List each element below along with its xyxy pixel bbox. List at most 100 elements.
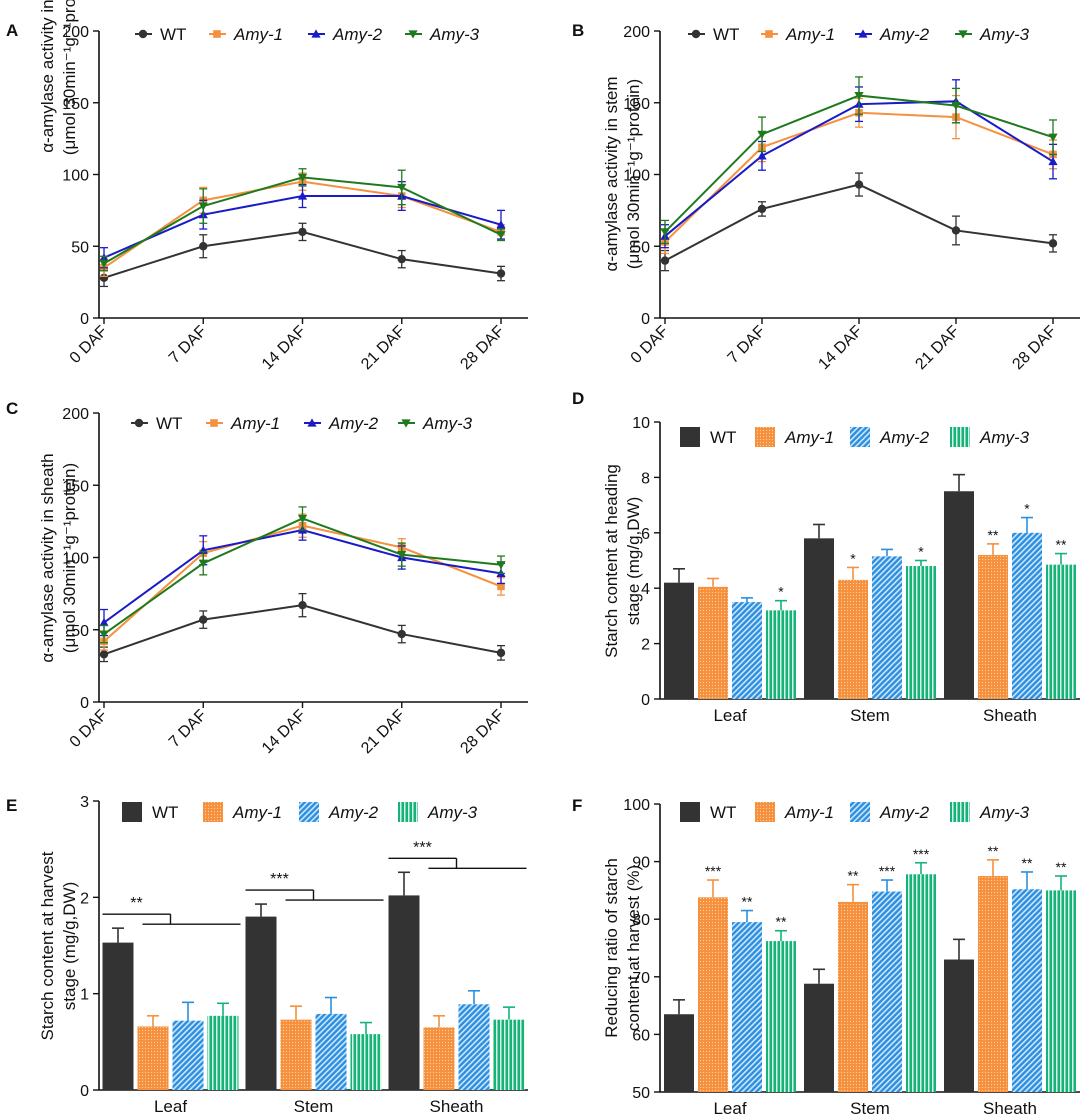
data-point [198,559,208,568]
panel-letter: A [6,21,18,40]
y-axis-label: α-amylase activity in sheath (μmol 30min⁻… [38,453,79,662]
x-tick-label: 7 DAF [725,323,769,367]
x-tick-label: Leaf [713,706,746,725]
panel-letter: D [572,389,584,408]
series-line [103,524,502,643]
data-point [99,273,109,283]
y-tick-label: 0 [80,1083,89,1100]
significance-label: ** [848,868,859,884]
significance-label: * [778,584,784,600]
bar [315,1013,347,1090]
legend-marker [408,30,418,39]
significance-label: ** [988,527,999,543]
x-tick-label: 0 DAF [628,323,672,367]
bar [350,1034,382,1090]
legend-swatch [203,802,223,822]
significance-label: ** [1056,859,1067,875]
panel-f: F 50 60 70 80 90 100 Reducing ratio of starch co… [572,796,1080,1115]
legend-swatch [850,427,870,447]
significance-label: ** [988,843,999,859]
y-tick-label: 60 [632,1027,650,1044]
bar [102,942,134,1090]
legend-swatch [950,427,970,447]
bracket-label: *** [270,871,289,888]
x-tick-label: 14 DAF [815,323,866,374]
legend-label: WT [156,414,182,433]
legend-marker [134,418,144,428]
legend-label: Amy-2 [328,414,379,433]
bar [1012,532,1042,699]
y-axis-label: α-amylase activity in stem (μmol 30min⁻¹g… [602,77,643,272]
legend-marker [213,30,221,38]
data-point [297,191,308,200]
bar [137,1026,169,1090]
y-axis-label-line1: α-amylase activity in sheath [38,453,57,662]
legend-marker [691,29,701,39]
y-tick-label: 90 [632,855,650,872]
data-point [397,254,406,264]
data-point [1048,156,1058,166]
series-amy-3: ** ** [766,537,1076,699]
significance-label: ** [1056,537,1067,553]
y-tick-label: 80 [632,912,650,929]
data-point [99,650,109,659]
data-point [397,629,406,639]
panel-letter: E [6,796,17,815]
significance-label: * [1024,501,1030,517]
significance-label: *** [705,863,722,879]
legend-marker [210,419,218,427]
y-tick-label: 150 [62,478,89,495]
data-point [496,648,506,658]
legend-label: WT [710,428,736,447]
data-point [496,269,506,278]
y-tick-label: 200 [62,406,89,423]
legend-swatch [680,802,700,822]
x-tick-label: 21 DAF [358,707,409,758]
y-tick-label: 10 [632,415,650,432]
legend-marker [307,418,317,427]
bar [766,610,796,699]
bar [1046,890,1076,1092]
bar [872,556,902,699]
x-tick-label: 21 DAF [358,323,409,374]
bar [1046,564,1076,699]
data-point [1048,239,1058,248]
bar [458,1004,490,1090]
x-tick-label: 14 DAF [259,707,310,758]
legend-marker [138,29,148,39]
legend-swatch [680,427,700,447]
data-point [397,551,407,560]
bar [978,876,1008,1092]
panel-d: D 0 2 4 6 8 10 Starch content at heading stage (… [572,389,1080,725]
bar [664,1014,694,1092]
x-tick-label: Sheath [430,1097,484,1115]
y-axis-label: Starch content at harvest stage (mg/g,DW) [38,851,79,1040]
legend-swatch [850,802,870,822]
legend-label: WT [713,25,739,44]
series-amy-1: *** [698,527,1008,699]
y-tick-label: 100 [623,797,650,814]
data-point [297,514,308,524]
series-wt [99,222,506,288]
data-point [496,220,506,229]
data-point [951,102,961,111]
data-point [660,256,670,265]
x-tick-label: 28 DAF [457,707,508,758]
y-axis-label-line2: content at harvest (%) [624,865,643,1031]
x-tick-label: Leaf [713,1099,746,1115]
y-axis-label-line1: Starch content at harvest [38,851,57,1040]
legend-label: Amy-1 [784,803,834,822]
legend-label: Amy-2 [332,25,383,44]
data-point [99,630,109,639]
significance-label: * [918,544,924,560]
bar [245,916,277,1090]
legend-label: Amy-3 [429,25,480,44]
x-tick-label: Stem [850,706,890,725]
legend-label: Amy-3 [979,803,1030,822]
panel-letter: C [6,399,18,418]
y-tick-label: 50 [632,239,650,256]
y-tick-label: 6 [641,526,650,543]
data-point [199,242,208,251]
legend-marker [401,419,411,428]
